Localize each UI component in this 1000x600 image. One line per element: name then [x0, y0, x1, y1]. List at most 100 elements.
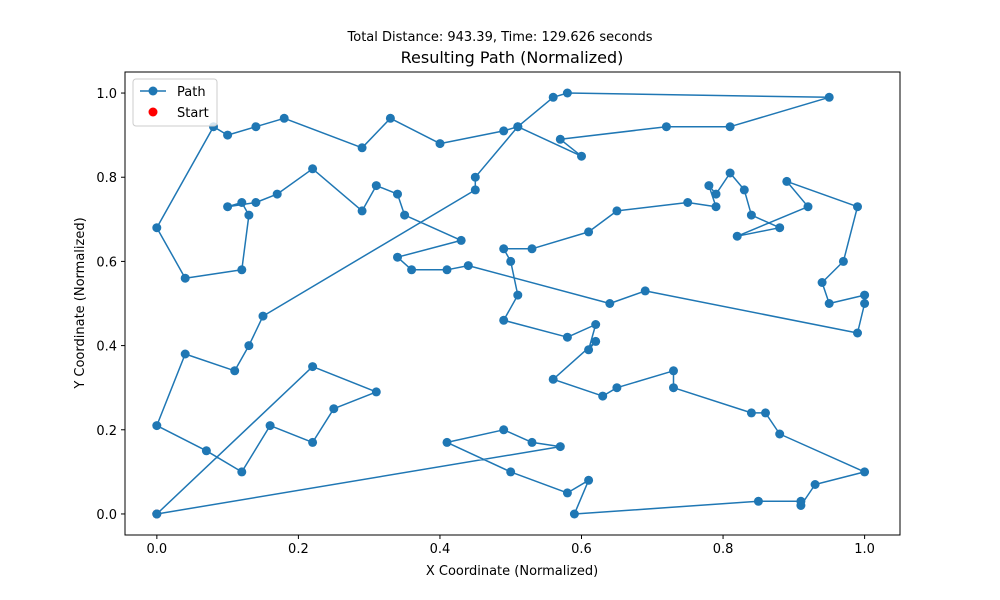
path-point [201, 446, 211, 456]
path-point [463, 261, 473, 271]
path-point [223, 202, 233, 212]
path-point [442, 265, 452, 275]
path-point [393, 189, 402, 199]
x-axis-ticks: 0.0 0.2 0.4 0.6 0.8 1.0 [147, 535, 875, 557]
path-point [308, 164, 318, 174]
path-point [555, 442, 565, 452]
path-point [251, 122, 261, 132]
path-point [308, 362, 318, 372]
y-tick-label: 0.4 [96, 340, 117, 355]
path-point [853, 328, 862, 338]
path-point [230, 366, 240, 376]
chart-title: Resulting Path (Normalized) [401, 48, 624, 67]
path-point [527, 437, 537, 447]
legend-path-marker [148, 86, 158, 96]
path-point [308, 437, 318, 447]
path-point [152, 421, 162, 431]
path-point [506, 256, 516, 266]
path-point [548, 92, 558, 102]
path-point [237, 467, 247, 477]
y-axis-label: Y Coordinate (Normalized) [73, 217, 88, 389]
path-point [272, 189, 282, 199]
path-point [824, 92, 834, 102]
y-tick-label: 1.0 [96, 87, 117, 102]
path-point [527, 244, 537, 254]
path-point [753, 496, 763, 506]
path-point [470, 185, 480, 195]
path-point [725, 168, 735, 178]
path-point [152, 509, 162, 519]
path-point [499, 425, 509, 435]
path-point [746, 408, 756, 418]
y-axis-ticks: 0.0 0.2 0.4 0.6 0.8 1.0 [96, 87, 125, 523]
path-point [584, 475, 594, 485]
y-tick-label: 0.2 [96, 424, 117, 439]
legend-start-label: Start [177, 106, 209, 121]
path-point [180, 349, 190, 359]
path-point [562, 488, 572, 498]
x-axis-label: X Coordinate (Normalized) [426, 564, 598, 579]
path-point [598, 391, 608, 401]
path-point [640, 286, 650, 296]
path-point [775, 223, 785, 233]
path-point [860, 467, 870, 477]
path-point [860, 299, 870, 308]
path-point [704, 181, 714, 191]
path-point [357, 206, 367, 216]
path-point [442, 437, 452, 447]
path-point [817, 278, 827, 287]
path-point [775, 429, 785, 439]
path-point [251, 198, 261, 207]
path-point [605, 299, 615, 308]
legend-start-marker [148, 107, 158, 117]
y-tick-label: 0.6 [96, 255, 117, 270]
x-tick-label: 0.2 [288, 542, 309, 557]
path-point [669, 366, 678, 376]
path-point [265, 421, 275, 431]
path-point [711, 189, 721, 199]
path-point [244, 210, 254, 220]
path-point [591, 336, 601, 346]
path-point [393, 252, 402, 262]
path-point [407, 265, 417, 275]
path-point [499, 315, 509, 325]
path-point [237, 198, 247, 207]
path-point [824, 299, 834, 308]
path-point [577, 151, 586, 161]
path-point [796, 496, 806, 506]
path-point [244, 341, 254, 351]
path-point [385, 113, 395, 123]
chart-suptitle: Total Distance: 943.39, Time: 129.626 se… [347, 30, 653, 45]
axes-frame [124, 71, 901, 536]
path-point [838, 256, 848, 266]
path-point [711, 202, 721, 212]
path-point [513, 290, 523, 300]
path-point [584, 227, 594, 237]
path-point [803, 202, 813, 212]
path-point [499, 126, 509, 136]
x-tick-label: 0.8 [713, 542, 734, 557]
path-point [357, 143, 367, 153]
path-point [853, 202, 862, 212]
path-point [237, 265, 247, 275]
path-point [732, 231, 742, 241]
path-point [223, 130, 233, 140]
x-tick-label: 1.0 [854, 542, 875, 557]
y-tick-label: 0.0 [96, 508, 117, 523]
path-point [746, 210, 756, 220]
path-point [152, 223, 162, 233]
path-point [612, 383, 622, 393]
x-tick-label: 0.0 [147, 542, 168, 557]
path-point [555, 134, 565, 144]
path-point [562, 88, 572, 98]
path-point [725, 122, 735, 132]
path-point [782, 176, 792, 186]
path-point [258, 311, 268, 321]
path-point [470, 172, 480, 182]
x-tick-label: 0.6 [571, 542, 592, 557]
path-point [761, 408, 770, 418]
path-point [435, 139, 445, 149]
path-point [506, 467, 516, 477]
path-point [612, 206, 622, 216]
